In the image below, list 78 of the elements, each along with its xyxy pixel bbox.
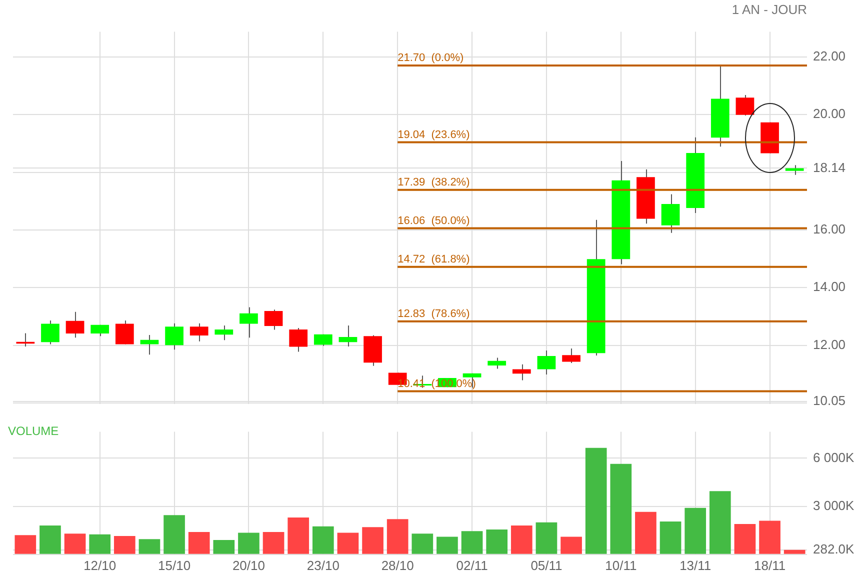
y-tick-label: 10.05: [813, 393, 846, 408]
candlestick: [115, 320, 134, 345]
y-tick-label: 3 000K: [813, 498, 855, 513]
bar: [164, 515, 185, 554]
bar: [436, 536, 458, 554]
bar: [684, 508, 706, 554]
bar: [40, 526, 61, 554]
candlestick: [537, 350, 556, 375]
bar: [14, 535, 36, 554]
x-tick-label: 05/11: [530, 558, 562, 573]
bar: [238, 532, 260, 554]
candlestick: [140, 334, 159, 356]
bar: [585, 448, 607, 554]
bar: [262, 532, 284, 554]
candlestick: [562, 348, 580, 364]
candlestick: [736, 94, 754, 116]
y-tick-label: 14.00: [813, 279, 846, 294]
candlestick: [488, 357, 506, 370]
bar: [635, 512, 656, 554]
x-tick-label: 18/11: [754, 558, 786, 573]
candlestick: [41, 320, 60, 345]
candlestick: [264, 309, 283, 330]
y-tick-label: 18.14: [813, 160, 846, 175]
bar: [337, 532, 359, 554]
ref-line-label: 17.39 (38.2%): [398, 176, 470, 188]
x-tick-label: 23/10: [306, 558, 340, 573]
y-tick-label: 282.0K: [813, 541, 855, 556]
bar: [734, 524, 756, 554]
bar: [759, 520, 780, 554]
x-tick-label: 28/10: [381, 558, 414, 573]
candlestick: [785, 164, 804, 176]
y-tick-label: 6 000K: [813, 450, 855, 465]
y-tick-label: 16.00: [813, 222, 846, 237]
bar: [709, 491, 731, 554]
ref-line-label: 14.72 (61.8%): [398, 253, 470, 266]
candlestick: [66, 311, 84, 338]
candlestick: [661, 194, 680, 234]
bar: [610, 464, 632, 554]
ref-line-label: 19.04 (23.6%): [398, 128, 470, 141]
bar: [386, 519, 408, 554]
x-tick-label: 15/10: [158, 558, 191, 573]
x-tick-label: 02/11: [456, 558, 488, 573]
ref-line-label: 16.06 (50.0%): [398, 214, 470, 227]
bar: [138, 539, 160, 554]
y-tick-label: 22.00: [813, 48, 846, 64]
bar: [89, 534, 111, 554]
ref-line-label: 12.83 (78.6%): [398, 308, 470, 320]
candlestick: [190, 322, 208, 342]
chart-subtitle: 1 AN - JOUR: [732, 2, 807, 17]
bar: [536, 522, 558, 554]
candlestick: [289, 328, 308, 352]
chart-title: VOLUME: [8, 424, 59, 438]
x-tick-label: 20/10: [232, 558, 265, 573]
bar: [213, 540, 235, 554]
candlestick: [240, 306, 258, 338]
bar: [188, 532, 210, 554]
bar: [560, 536, 582, 554]
bar: [461, 531, 483, 554]
x-tick-label: 10/11: [605, 558, 637, 573]
ref-line-label: 21.70 (0.0%): [398, 52, 464, 64]
bar: [288, 518, 310, 554]
bar: [114, 536, 136, 554]
candlestick: [512, 364, 531, 381]
x-tick-label: 12/10: [84, 558, 116, 573]
bar: [510, 526, 532, 554]
bar: [486, 530, 508, 554]
candlestick: [338, 324, 358, 348]
bar: [784, 550, 806, 554]
bar: [64, 534, 86, 554]
bar: [412, 534, 434, 554]
y-tick-label: 20.00: [813, 106, 846, 122]
bar: [660, 522, 682, 554]
candlestick: [165, 322, 184, 350]
y-tick-label: 12.00: [813, 336, 846, 352]
bar: [362, 527, 384, 554]
x-tick-label: 13/11: [680, 558, 712, 573]
candlestick: [214, 324, 234, 341]
bar: [312, 526, 334, 554]
